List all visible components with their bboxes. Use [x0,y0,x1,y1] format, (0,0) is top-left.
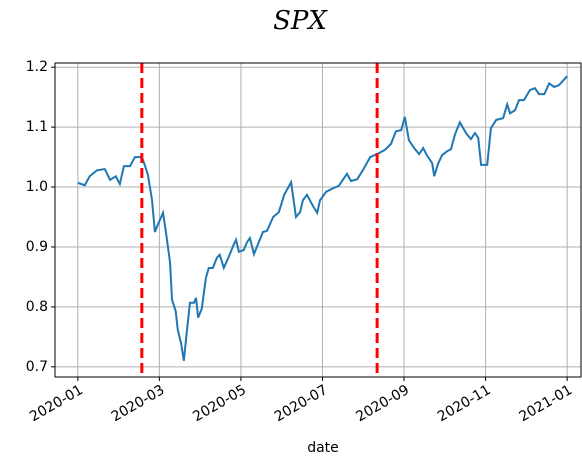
x-tick-label: 2020-05 [190,382,249,425]
x-tick-label: 2020-11 [435,382,494,425]
x-tick-label: 2021-01 [516,382,575,425]
x-tick-label: 2020-07 [272,382,331,425]
y-tick-label: 1.0 [26,179,48,195]
y-tick-label: 1.1 [26,119,48,135]
x-tick-label: 2020-01 [27,382,86,425]
x-axis-label: date [307,440,339,456]
chart-title: SPX [273,6,328,36]
y-tick-label: 0.9 [26,239,48,255]
plot-frame [54,62,582,378]
x-tick-label: 2020-03 [109,382,168,425]
y-tick-label: 1.2 [26,59,48,75]
y-tick-label: 0.7 [26,359,48,375]
x-tick-label: 2020-09 [353,382,412,425]
line-series [77,75,568,361]
y-tick-label: 0.8 [26,299,48,315]
